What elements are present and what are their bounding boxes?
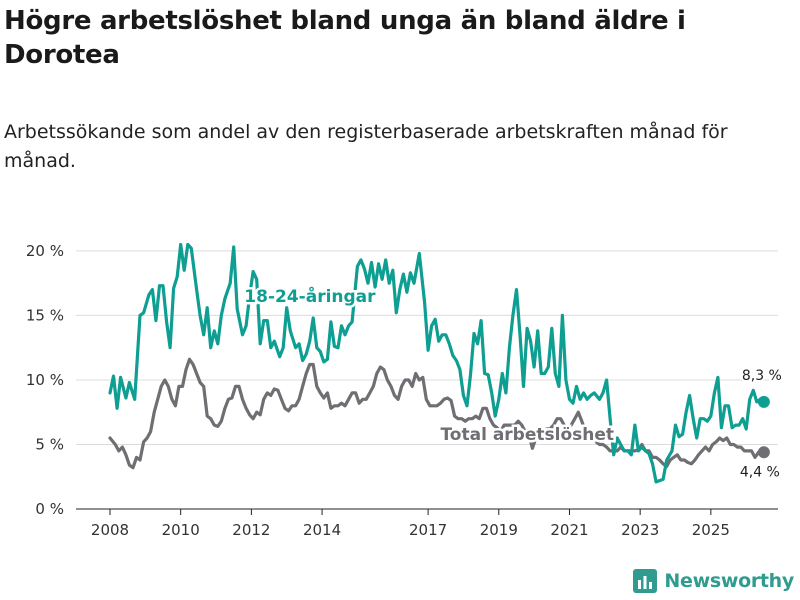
y-tick-label: 10 % [26, 371, 64, 389]
bar-chart-icon [633, 569, 658, 593]
y-tick-label: 5 % [35, 435, 64, 453]
x-tick-label: 2017 [409, 521, 447, 539]
newsworthy-logo: Newsworthy [632, 568, 794, 594]
x-tick-label: 2025 [692, 521, 730, 539]
series-label-youth: 18-24-åringar [244, 285, 376, 307]
x-tick-label: 2010 [162, 521, 200, 539]
x-tick-label: 2023 [621, 521, 659, 539]
end-value-total: 4,4 % [740, 465, 780, 481]
series-line-youth [108, 242, 766, 484]
series-label-total: Total arbetslöshet [440, 425, 614, 445]
x-tick-label: 2008 [91, 521, 129, 539]
end-value-youth: 8,3 % [742, 368, 782, 384]
x-tick-label: 2019 [480, 521, 518, 539]
x-tick-label: 2021 [550, 521, 588, 539]
logo-text: Newsworthy [664, 570, 794, 592]
end-point-total [757, 446, 770, 459]
series-line-total [108, 357, 766, 470]
chart-title: Högre arbetslöshet bland unga än bland ä… [4, 6, 686, 70]
y-tick-label: 0 % [35, 500, 64, 518]
y-tick-label: 20 % [26, 242, 64, 260]
end-point-youth [757, 395, 770, 408]
x-tick-label: 2014 [303, 521, 341, 539]
chart-subtitle: Arbetssökande som andel av den registerb… [4, 121, 728, 172]
y-tick-label: 15 % [26, 306, 64, 324]
x-tick-label: 2012 [232, 521, 270, 539]
